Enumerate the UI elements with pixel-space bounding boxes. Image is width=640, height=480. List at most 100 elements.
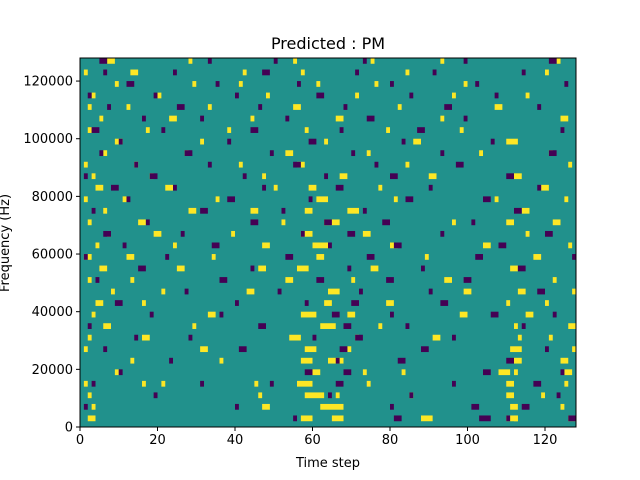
heatmap-cell-low <box>548 150 557 157</box>
x-tick-label: 20 <box>149 433 166 448</box>
heatmap-cell-high <box>510 403 518 410</box>
heatmap-cell-low <box>401 138 406 145</box>
heatmap-cell-high <box>386 300 394 306</box>
heatmap-cell-high <box>273 184 278 191</box>
heatmap-cell-high <box>560 357 569 364</box>
heatmap-cell-high <box>378 323 383 329</box>
heatmap-cell-high <box>215 196 220 203</box>
heatmap-cell-low <box>99 58 108 64</box>
heatmap-cell-low <box>207 58 212 64</box>
heatmap-cell-low <box>219 277 228 283</box>
heatmap-cell-low <box>304 300 309 306</box>
heatmap-cell-low <box>273 58 278 64</box>
heatmap-cell-high <box>219 357 224 364</box>
heatmap-cell-low <box>347 230 356 237</box>
heatmap-cell-high <box>173 242 177 249</box>
heatmap-cell-high <box>347 207 360 214</box>
heatmap-cell-high <box>87 392 92 399</box>
heatmap-cell-low <box>134 334 139 341</box>
heatmap-cell-low <box>188 334 193 341</box>
heatmap-cell-low <box>262 184 267 191</box>
heatmap-cell-high <box>316 81 321 87</box>
heatmap-cell-high <box>297 380 313 387</box>
heatmap-cell-low <box>498 242 507 249</box>
heatmap-cell-low <box>428 184 433 191</box>
heatmap-cell-low <box>227 196 235 203</box>
heatmap-cell-low <box>142 115 146 122</box>
heatmap-cell-high <box>560 403 565 410</box>
heatmap-cell-low <box>184 150 193 157</box>
heatmap-cell-high <box>428 173 437 180</box>
heatmap-cell-high <box>211 254 216 260</box>
y-tick-label: 80000 <box>32 190 73 205</box>
heatmap-cell-high <box>238 161 243 168</box>
heatmap-cell-high <box>556 58 561 64</box>
heatmap-cell-low <box>308 138 317 145</box>
heatmap-cell-low <box>440 300 449 306</box>
heatmap-cell-high <box>432 334 441 341</box>
heatmap-cell-low <box>483 369 491 376</box>
heatmap-cell-low <box>184 288 189 295</box>
heatmap-cell-high <box>138 219 146 226</box>
x-tick-label: 40 <box>227 433 244 448</box>
heatmap-cell-low <box>235 403 239 410</box>
heatmap-cell-high <box>479 150 484 157</box>
heatmap-cell-high <box>568 323 576 329</box>
heatmap-cell-high <box>300 415 313 422</box>
heatmap-cell-low <box>95 277 100 283</box>
heatmap-cell-high <box>525 92 530 99</box>
heatmap-cell-low <box>537 184 542 191</box>
heatmap-cell-low <box>285 254 294 260</box>
heatmap-cell-high <box>142 380 146 387</box>
heatmap-cell-high <box>262 403 270 410</box>
y-tick-label: 20000 <box>32 363 73 378</box>
heatmap-cell-low <box>409 92 414 99</box>
heatmap-cell-low <box>258 104 263 110</box>
heatmap-cell-high <box>91 173 96 180</box>
x-tick-label: 120 <box>533 433 558 448</box>
heatmap-cell-high <box>545 300 549 306</box>
heatmap-cell-low <box>494 92 499 99</box>
heatmap-cell-high <box>568 242 573 249</box>
heatmap-cell-low <box>506 173 514 180</box>
heatmap-cell-high <box>320 323 336 329</box>
heatmap-cell-low <box>149 311 154 318</box>
heatmap-cell-high <box>126 254 135 260</box>
heatmap-cell-high <box>103 207 108 214</box>
heatmap-cell-high <box>200 138 205 145</box>
heatmap-cell-low <box>568 415 576 422</box>
heatmap-cell-high <box>300 230 313 237</box>
heatmap-cell-high <box>153 230 162 237</box>
heatmap-cell-high <box>351 277 356 283</box>
heatmap-cell-low <box>103 346 108 353</box>
heatmap-cell-high <box>316 254 325 260</box>
heatmap-cell-low <box>409 392 414 399</box>
heatmap-cell-low <box>390 311 394 318</box>
heatmap-cell-high <box>281 219 286 226</box>
heatmap-cell-high <box>157 92 162 99</box>
heatmap-cell-high <box>83 380 88 387</box>
heatmap-cell-low <box>556 392 561 399</box>
heatmap-cell-high <box>355 92 360 99</box>
heatmap-cell-low <box>149 173 158 180</box>
heatmap-cell-high <box>525 230 530 237</box>
heatmap-cell-high <box>335 115 344 122</box>
heatmap-cell-high <box>114 81 119 87</box>
heatmap-cell-high <box>390 242 398 249</box>
heatmap-cell-high <box>386 127 391 133</box>
heatmap-cell-high <box>304 207 313 214</box>
heatmap-cell-low <box>227 138 232 145</box>
heatmap-cell-high <box>328 288 340 295</box>
heatmap-cell-low <box>91 127 100 133</box>
heatmap-cell-low <box>490 138 495 145</box>
heatmap-cell-high <box>506 138 518 145</box>
heatmap-cell-low <box>374 161 379 168</box>
plot-frame <box>79 57 577 428</box>
heatmap-cell-low <box>99 150 104 157</box>
heatmap-cell-low <box>324 173 329 180</box>
heatmap-cell-high <box>300 69 305 76</box>
heatmap-cell-low <box>421 265 425 272</box>
heatmap-cell-high <box>238 81 243 87</box>
heatmap-cell-low <box>390 81 394 87</box>
heatmap-cell-low <box>521 69 526 76</box>
